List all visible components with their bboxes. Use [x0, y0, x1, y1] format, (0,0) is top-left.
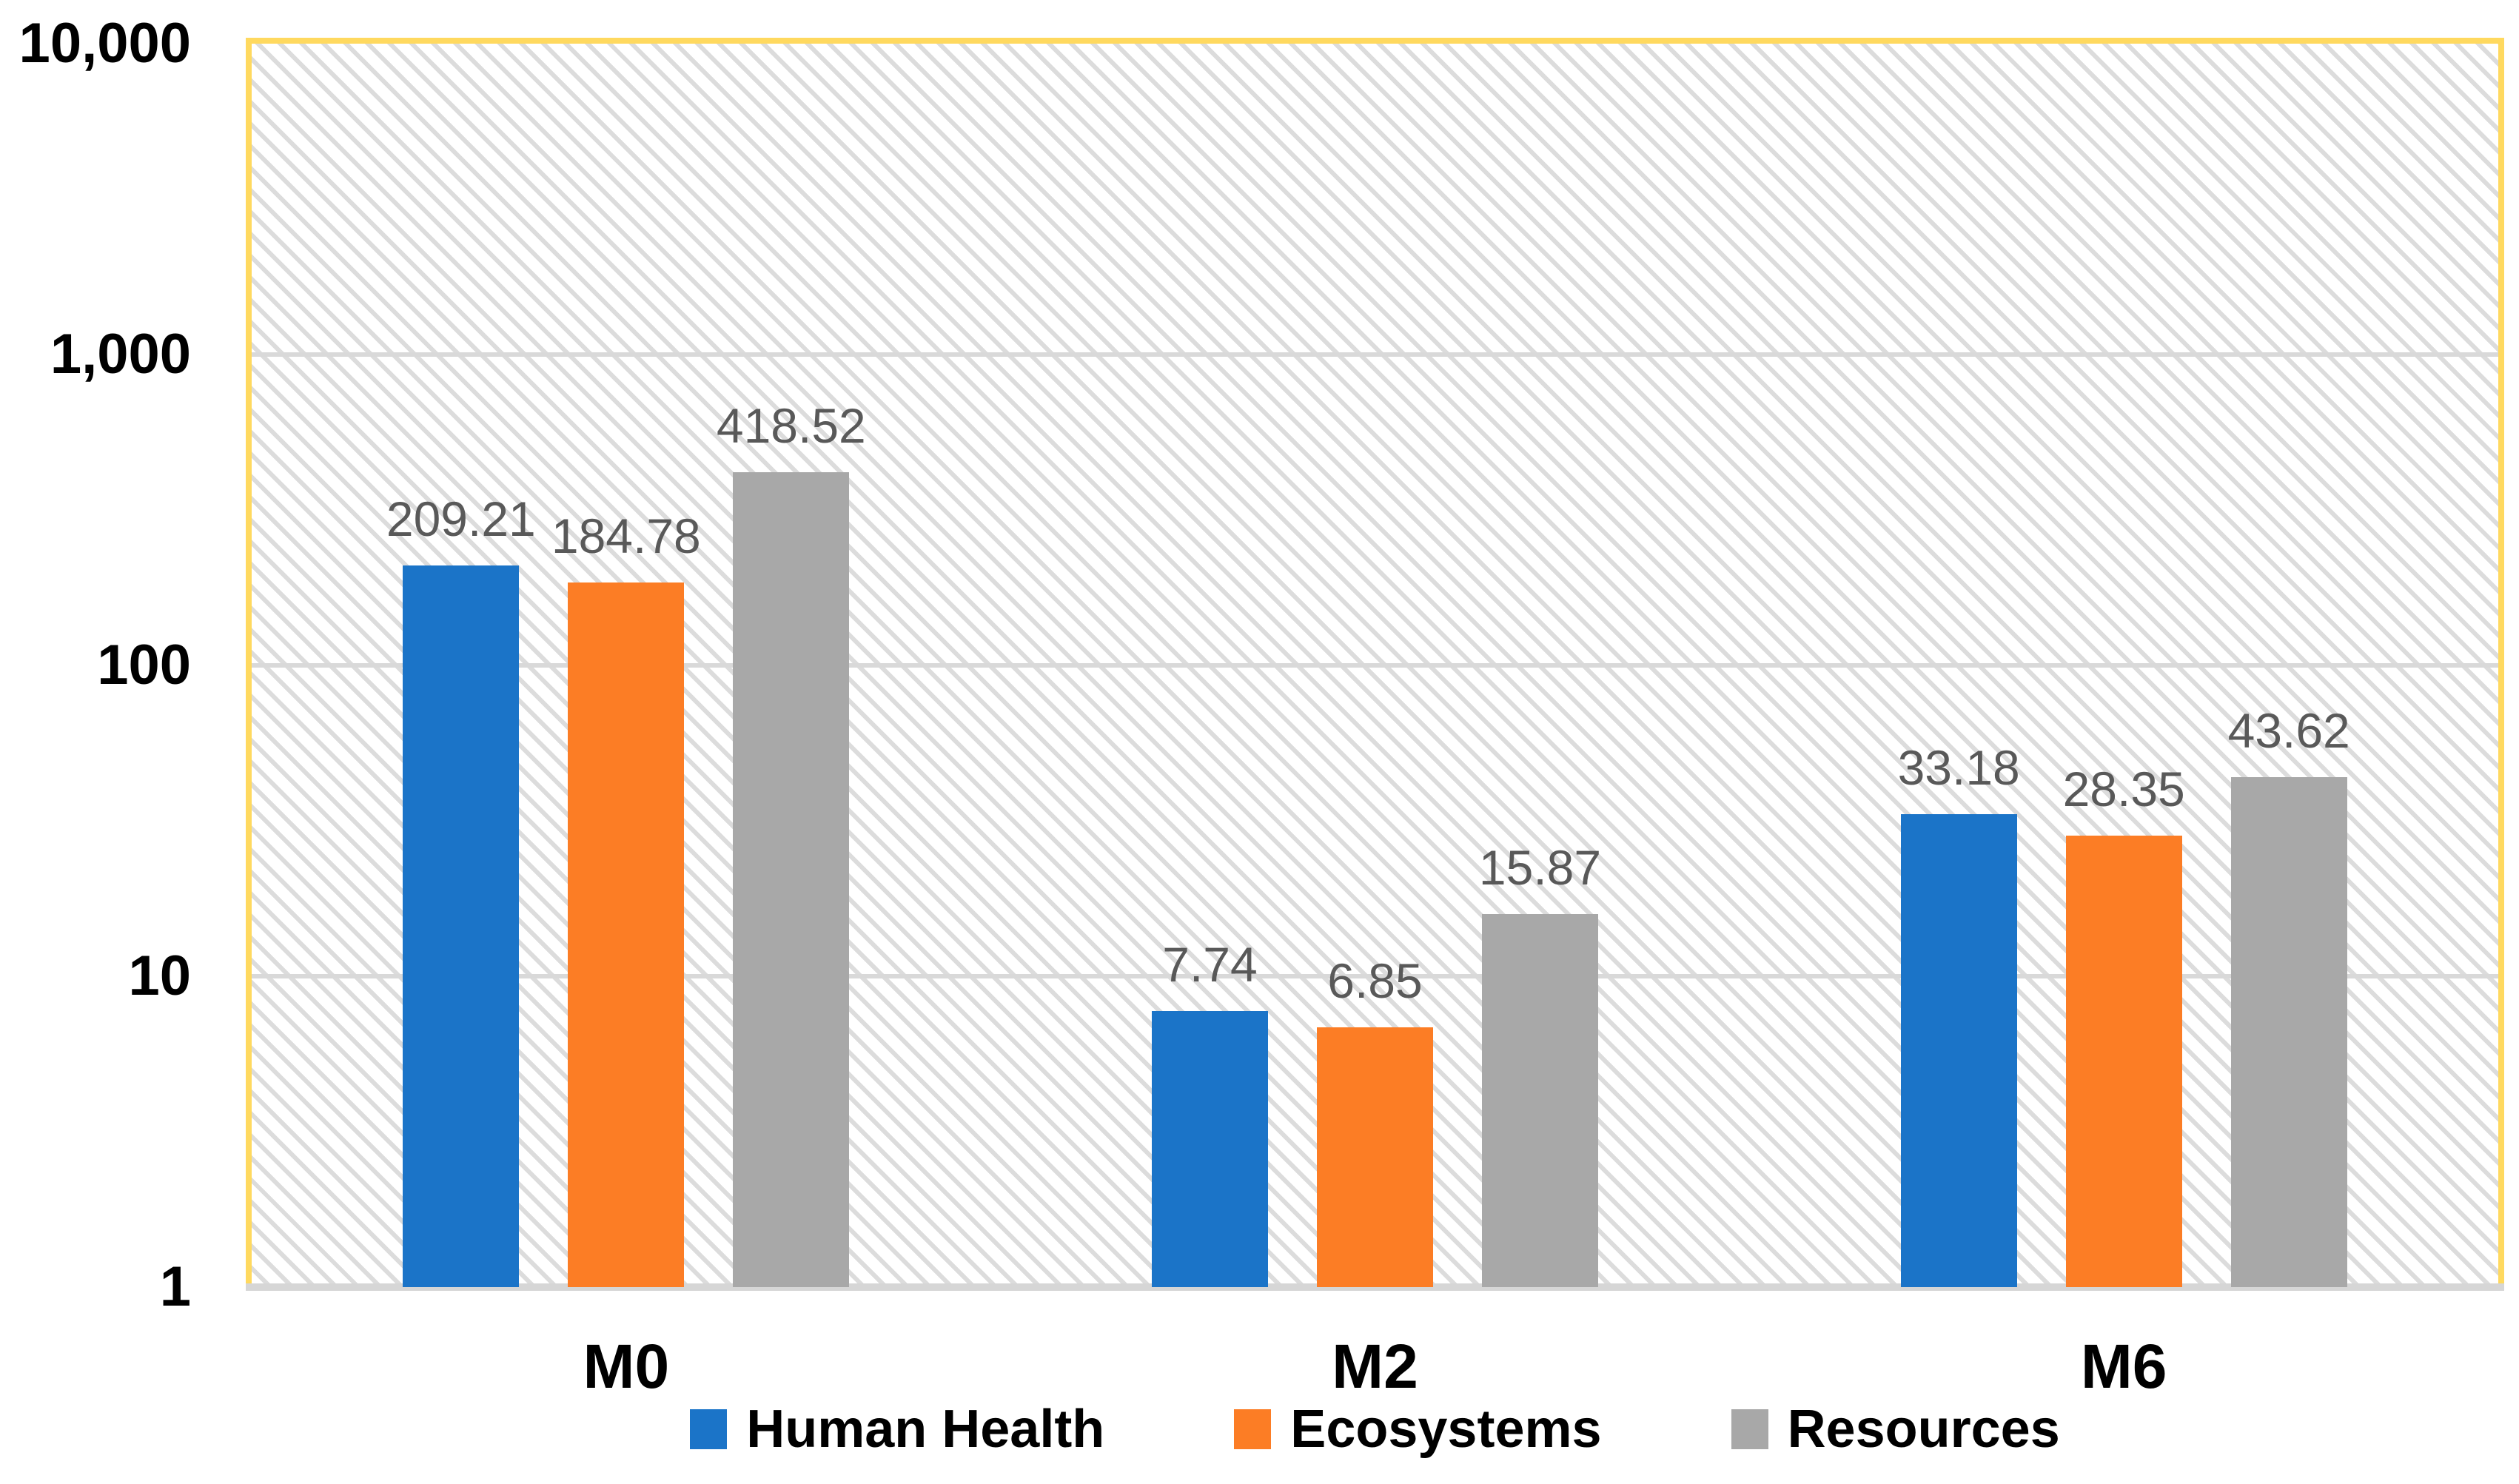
- bar-value-label: 15.87: [1478, 840, 1602, 895]
- x-axis: M0 M2 M6: [252, 1329, 2498, 1403]
- legend-label-ecosystems: Ecosystems: [1290, 1400, 1602, 1459]
- legend-item-ecosystems[interactable]: Ecosystems: [1234, 1399, 1602, 1460]
- bar-item-human-health-m6: 33.18: [1897, 44, 2020, 1287]
- bar-resources-m0[interactable]: [733, 472, 850, 1287]
- y-tick-1: 1: [159, 1255, 191, 1318]
- bar-item-human-health-m2: 7.74: [1152, 44, 1268, 1287]
- bar-item-ecosystems-m2: 6.85: [1317, 44, 1433, 1287]
- bar-item-resources-m2: 15.87: [1478, 44, 1602, 1287]
- bar-value-label: 418.52: [716, 398, 866, 453]
- bar-value-label: 7.74: [1162, 937, 1258, 992]
- bar-group-m0: 209.21 184.78 418.52: [252, 44, 1001, 1287]
- x-label-m0: M0: [583, 1332, 670, 1401]
- legend-item-resources[interactable]: Resources: [1731, 1399, 2060, 1460]
- gridline-1000: [252, 352, 2498, 357]
- bar-item-ecosystems-m0: 184.78: [551, 44, 701, 1287]
- bar-groups: 209.21 184.78 418.52 7.74 6.85 15.: [252, 44, 2498, 1287]
- bar-value-label: 6.85: [1327, 953, 1423, 1008]
- bar-item-resources-m6: 43.62: [2227, 44, 2350, 1287]
- legend-swatch-ecosystems: [1234, 1409, 1272, 1449]
- bar-ecosystems-m2[interactable]: [1317, 1027, 1433, 1287]
- y-tick-10000: 10,000: [19, 12, 191, 75]
- bar-item-human-health-m0: 209.21: [386, 44, 536, 1287]
- legend: Human Health Ecosystems Resources: [252, 1400, 2498, 1459]
- y-tick-100: 100: [97, 634, 191, 696]
- bar-value-label: 184.78: [551, 508, 701, 563]
- bar-group-m2: 7.74 6.85 15.87: [1001, 44, 1750, 1287]
- bar-ecosystems-m6[interactable]: [2065, 836, 2182, 1287]
- bar-human-health-m0[interactable]: [403, 565, 520, 1287]
- legend-item-human-health[interactable]: Human Health: [690, 1399, 1104, 1460]
- legend-swatch-resources: [1731, 1409, 1768, 1449]
- bar-value-label: 33.18: [1897, 740, 2020, 795]
- legend-swatch-human-health: [690, 1409, 728, 1449]
- gridline-100: [252, 663, 2498, 668]
- bar-ecosystems-m0[interactable]: [568, 582, 685, 1287]
- bar-group-m6: 33.18 28.35 43.62: [1749, 44, 2498, 1287]
- bar-value-label: 28.35: [2062, 762, 2185, 816]
- bar-value-label: 43.62: [2227, 703, 2350, 758]
- x-label-m6: M6: [2080, 1332, 2167, 1401]
- bar-resources-m2[interactable]: [1482, 914, 1598, 1287]
- legend-label-human-health: Human Health: [746, 1400, 1105, 1459]
- bar-item-resources-m0: 418.52: [717, 44, 866, 1287]
- x-label-m2: M2: [1332, 1332, 1418, 1401]
- bar-resources-m6[interactable]: [2230, 777, 2347, 1287]
- bar-value-label: 209.21: [386, 491, 536, 546]
- x-axis-line: [246, 1283, 2504, 1291]
- y-tick-1000: 1,000: [50, 323, 191, 386]
- y-tick-10: 10: [128, 944, 191, 1007]
- bar-human-health-m6[interactable]: [1900, 814, 2017, 1287]
- bar-human-health-m2[interactable]: [1152, 1011, 1268, 1287]
- y-axis: 10,000 1,000 100 10 1: [0, 0, 195, 1484]
- legend-label-resources: Resources: [1787, 1400, 2060, 1459]
- bar-item-ecosystems-m6: 28.35: [2062, 44, 2185, 1287]
- gridline-10: [252, 974, 2498, 978]
